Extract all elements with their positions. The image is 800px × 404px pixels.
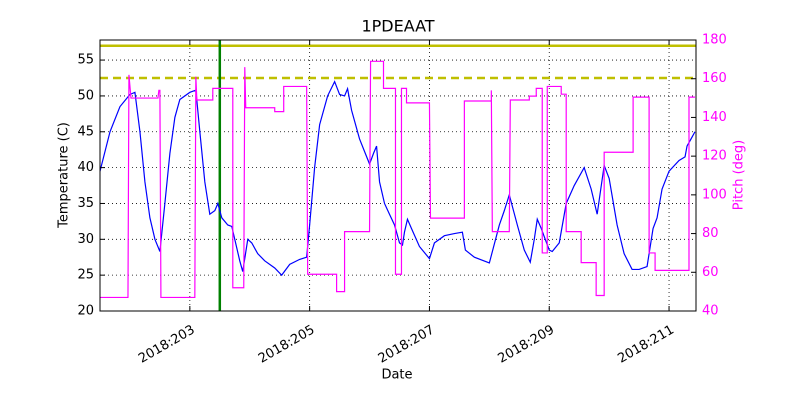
y2-axis-label: Pitch (deg): [732, 140, 747, 210]
chart-title: 1PDEAAT: [361, 17, 434, 36]
y-tick-label: 50: [77, 88, 94, 103]
y2-tick-label: 120: [702, 149, 727, 164]
series-line: [100, 80, 696, 277]
series-line: [100, 60, 695, 299]
y2-tick-label: 60: [702, 265, 719, 280]
plot-layer: [100, 40, 696, 311]
y2-tick-label: 160: [702, 71, 727, 86]
y2-tick-label: 80: [702, 226, 719, 241]
y2-tick-label: 180: [702, 33, 727, 48]
plot-frame: [99, 39, 697, 312]
y2-tick-label: 140: [702, 110, 727, 125]
x-axis-label: Date: [381, 368, 412, 383]
y-tick-label: 55: [77, 53, 94, 68]
y2-tick-label: 100: [702, 187, 727, 202]
y-tick-label: 45: [77, 124, 94, 139]
y-tick-label: 20: [77, 304, 94, 319]
y2-tick-label: 40: [702, 304, 719, 319]
y-tick-label: 30: [77, 232, 94, 247]
y-axis-label: Temperature (C): [57, 122, 72, 229]
y-tick-label: 35: [77, 196, 94, 211]
y-tick-label: 40: [77, 160, 94, 175]
y-tick-label: 25: [77, 268, 94, 283]
